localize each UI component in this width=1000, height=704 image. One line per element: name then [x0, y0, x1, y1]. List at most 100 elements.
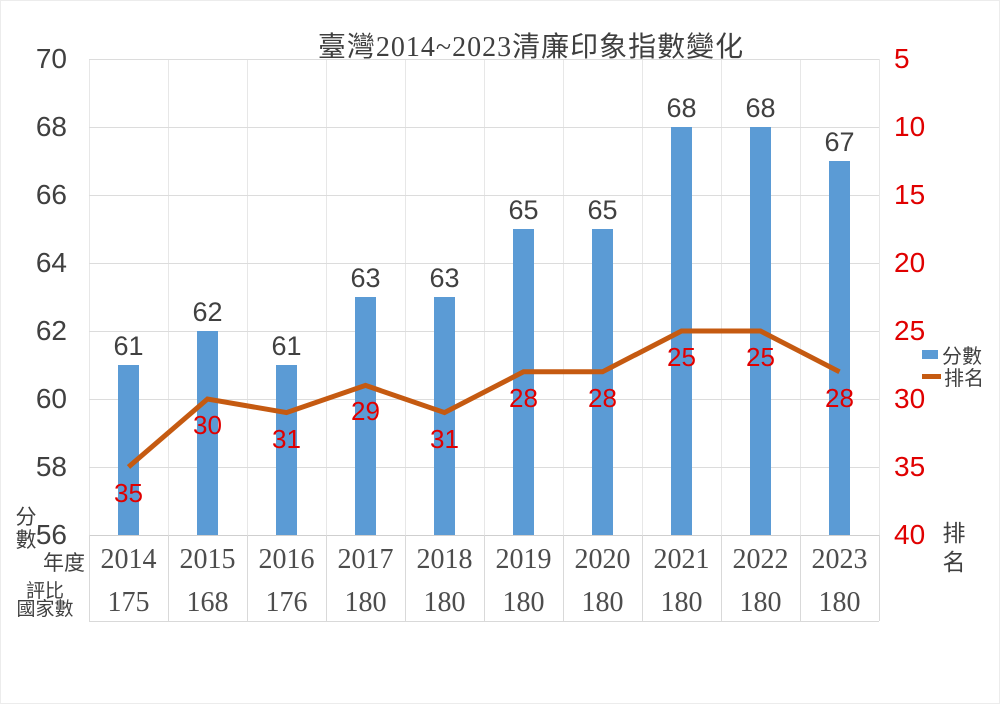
year-cell: 2017 — [337, 544, 394, 575]
year-cell: 2021 — [653, 544, 710, 575]
rank-point-label: 31 — [430, 423, 459, 454]
table-border-v — [89, 535, 90, 621]
table-border-v — [247, 535, 248, 621]
table-border-v — [800, 535, 801, 621]
year-cell: 2019 — [495, 544, 552, 575]
year-cell: 2022 — [732, 544, 789, 575]
grid-line-h — [89, 59, 879, 60]
chart-title: 臺灣2014~2023清廉印象指數變化 — [317, 32, 745, 63]
table-border-v — [168, 535, 169, 621]
year-cell: 2023 — [811, 544, 868, 575]
bar — [671, 127, 692, 535]
table-border-v — [721, 535, 722, 621]
legend-item-score: 分數 — [922, 343, 984, 368]
year-cell: 2016 — [258, 544, 315, 575]
score-swatch-icon — [922, 349, 938, 359]
countries-cell: 176 — [265, 587, 308, 618]
left-axis-title: 分 數 — [15, 505, 37, 552]
left-axis-tick: 56 — [35, 519, 67, 550]
table-bottom-border — [89, 621, 879, 622]
grid-line-h — [89, 263, 879, 264]
rank-point-label: 25 — [667, 342, 696, 372]
year-cell: 2020 — [574, 544, 631, 575]
left-axis-tick: 64 — [35, 247, 67, 278]
table-border-v — [879, 535, 880, 621]
left-axis-tick: 58 — [35, 451, 67, 482]
countries-cell: 175 — [107, 587, 150, 618]
year-cell: 2018 — [416, 544, 473, 575]
year-row-header: 年度 — [43, 551, 85, 575]
right-axis-tick: 30 — [894, 383, 926, 414]
bar-value-label: 68 — [745, 93, 776, 123]
countries-cell: 180 — [423, 587, 466, 618]
bar-value-label: 68 — [666, 93, 697, 123]
bar-value-label: 63 — [429, 263, 460, 293]
right-axis-tick: 10 — [894, 111, 926, 142]
bar — [434, 297, 455, 535]
bar — [592, 229, 613, 535]
rank-point-label: 28 — [825, 382, 854, 413]
rank-point-label: 28 — [588, 382, 617, 413]
countries-cell: 180 — [344, 587, 387, 618]
table-border-v — [642, 535, 643, 621]
grid-line-v — [800, 59, 801, 535]
grid-line-v — [721, 59, 722, 535]
right-axis-tick: 35 — [894, 451, 926, 482]
grid-line-v — [326, 59, 327, 535]
bar — [829, 161, 850, 535]
legend-rank-label: 排名 — [944, 367, 984, 390]
bar — [750, 127, 771, 535]
left-axis-tick: 68 — [35, 111, 67, 142]
year-cell: 2014 — [100, 544, 157, 575]
grid-line-v — [247, 59, 248, 535]
countries-cell: 180 — [818, 587, 861, 618]
rank-point-label: 29 — [351, 396, 380, 427]
bar-value-label: 63 — [350, 263, 381, 293]
table-border-v — [405, 535, 406, 621]
grid-line-v — [484, 59, 485, 535]
bar-value-label: 61 — [113, 331, 144, 361]
grid-line-v — [89, 59, 90, 535]
bar-value-label: 65 — [508, 195, 539, 225]
right-axis-title: 排 名 — [942, 521, 966, 575]
bar-value-label: 67 — [824, 127, 855, 157]
year-cell: 2015 — [179, 544, 236, 575]
bar-value-label: 62 — [192, 297, 223, 327]
legend-score-label: 分數 — [942, 345, 982, 368]
legend-item-rank: 排名 — [922, 365, 984, 390]
grid-line-v — [168, 59, 169, 535]
bar-value-label: 65 — [587, 195, 618, 225]
rank-point-label: 31 — [272, 423, 301, 454]
grid-line-v — [405, 59, 406, 535]
rank-point-label: 30 — [193, 410, 222, 440]
countries-cell: 168 — [186, 587, 229, 618]
right-axis-tick: 20 — [894, 247, 926, 278]
rank-swatch-icon — [922, 373, 941, 379]
bar-value-label: 61 — [271, 331, 302, 361]
countries-cell: 180 — [739, 587, 782, 618]
bar — [513, 229, 534, 535]
countries-cell: 180 — [502, 587, 545, 618]
legend: 分數 排名 — [922, 343, 984, 390]
countries-cell: 180 — [660, 587, 703, 618]
left-axis-tick: 60 — [35, 383, 67, 414]
right-axis-tick: 25 — [894, 315, 926, 346]
left-axis-tick: 70 — [35, 43, 67, 74]
countries-row-header: 評比 國家數 — [16, 581, 74, 620]
grid-line-v — [563, 59, 564, 535]
grid-line-h — [89, 195, 879, 196]
rank-point-label: 35 — [114, 478, 143, 508]
grid-line-v — [642, 59, 643, 535]
right-axis-tick: 5 — [894, 43, 910, 74]
countries-cell: 180 — [581, 587, 624, 618]
grid-line-v — [879, 59, 880, 535]
rank-point-label: 25 — [746, 342, 775, 372]
grid-line-h — [89, 127, 879, 128]
left-axis-tick: 66 — [35, 179, 67, 210]
table-border-v — [484, 535, 485, 621]
right-axis-tick: 40 — [894, 519, 926, 550]
bar — [118, 365, 139, 535]
right-axis-tick: 15 — [894, 179, 926, 210]
table-border-v — [563, 535, 564, 621]
